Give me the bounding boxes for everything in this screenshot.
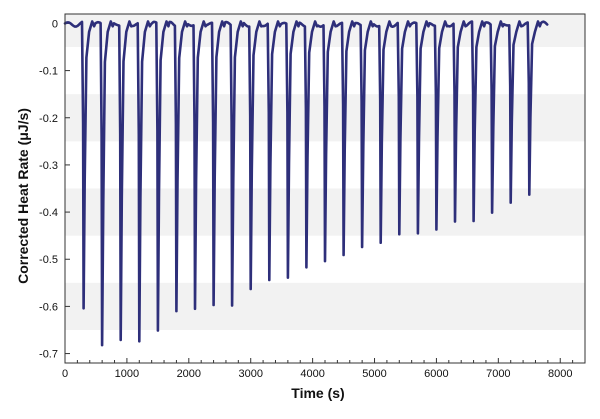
grid-band (65, 282, 585, 330)
y-tick-label: -0.3 (39, 160, 58, 172)
x-tick-label: 4000 (300, 368, 324, 380)
x-tick-label: 5000 (362, 368, 386, 380)
y-tick-label: -0.6 (39, 301, 58, 313)
y-tick-label: -0.7 (39, 349, 58, 361)
x-tick-label: 3000 (238, 368, 262, 380)
y-tick-label: -0.2 (39, 113, 58, 125)
tick-labels: 0 1000 2000 3000 4000 5000 6000 7000 8000 0 -0.1 -0… (39, 18, 572, 380)
y-tick-label: -0.1 (39, 66, 58, 78)
y-axis-title: Corrected Heat Rate (μJ/s) (15, 108, 31, 284)
y-tick-label: 0 (52, 18, 58, 30)
x-tick-label: 7000 (486, 368, 510, 380)
plot-border (64, 13, 586, 364)
y-tick-label: -0.4 (39, 207, 58, 219)
y-tick-label: -0.5 (39, 254, 58, 266)
x-tick-label: 1000 (115, 368, 139, 380)
plot-frame (64, 13, 586, 364)
x-tick-label: 6000 (424, 368, 448, 380)
x-tick-label: 8000 (548, 368, 572, 380)
x-axis-title: Time (s) (291, 385, 344, 401)
x-tick-label: 0 (62, 368, 68, 380)
x-tick-label: 2000 (177, 368, 201, 380)
series-line (63, 20, 549, 347)
data-series (63, 20, 549, 347)
